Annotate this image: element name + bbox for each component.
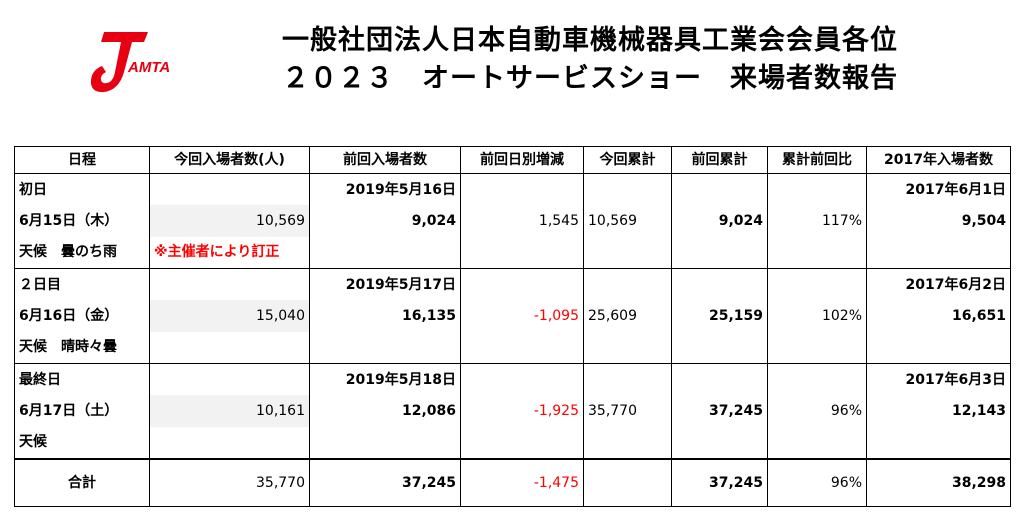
daily-diff: 1,545 — [460, 205, 584, 237]
prev-cumulative: 37,245 — [671, 395, 768, 427]
day-label: 初日 — [14, 173, 150, 206]
y2017-date: 2017年6月2日 — [866, 267, 1011, 301]
current-visitors: 15,040 — [149, 300, 310, 332]
jamta-logo: AMTA — [88, 20, 206, 100]
total-cumulative — [583, 457, 672, 507]
attendance-table: 日程 今回入場者数(人) 前回入場者数 前回日別増減 今回累計 前回累計 累計前… — [14, 146, 1011, 507]
day-date: 6月16日（金） — [14, 300, 150, 332]
prev-date: 2019年5月16日 — [309, 173, 461, 206]
total-prev-cumulative: 37,245 — [671, 457, 768, 507]
title-line-1: 一般社団法人日本自動車機械器具工業会会員各位 — [282, 25, 898, 56]
column-header: 前回累計 — [671, 146, 768, 174]
current-visitors: 10,569 — [149, 205, 310, 237]
table-row: ２日目 2019年5月17日 2017年6月2日 — [14, 267, 1011, 301]
table-row: 初日 2019年5月16日 2017年6月1日 — [14, 173, 1011, 206]
column-header: 今回累計 — [583, 146, 672, 174]
y2017-visitors: 9,504 — [866, 205, 1011, 237]
table-header-row: 日程 今回入場者数(人) 前回入場者数 前回日別増減 今回累計 前回累計 累計前… — [14, 146, 1011, 174]
day-weather: 天候 晴時々曇 — [14, 331, 150, 364]
daily-diff: -1,925 — [460, 395, 584, 427]
y2017-date: 2017年6月3日 — [866, 362, 1011, 396]
column-header: 前回入場者数 — [309, 146, 461, 174]
svg-text:AMTA: AMTA — [127, 59, 170, 76]
column-header: 今回入場者数(人) — [149, 146, 310, 174]
prev-visitors: 12,086 — [309, 395, 461, 427]
prev-cumulative: 25,159 — [671, 300, 768, 332]
prev-date: 2019年5月18日 — [309, 362, 461, 396]
current-cumulative: 10,569 — [583, 205, 672, 237]
total-prev: 37,245 — [309, 457, 461, 507]
total-row: 合計 35,770 37,245 -1,475 37,245 96% 38,29… — [14, 457, 1011, 507]
table-row: 天候 — [14, 426, 1011, 459]
total-y2017: 38,298 — [866, 457, 1011, 507]
prev-date: 2019年5月17日 — [309, 267, 461, 301]
total-label: 合計 — [14, 457, 150, 507]
table-row: 天候 晴時々曇 — [14, 331, 1011, 364]
total-current: 35,770 — [149, 457, 310, 507]
total-ratio: 96% — [767, 457, 867, 507]
cumulative-ratio: 102% — [767, 300, 867, 332]
day-label: ２日目 — [14, 267, 150, 301]
prev-visitors: 16,135 — [309, 300, 461, 332]
page-title: 一般社団法人日本自動車機械器具工業会会員各位 ２０２３ オートサービスショー 来… — [210, 22, 970, 98]
day-weather: 天候 曇のち雨 — [14, 236, 150, 269]
total-diff: -1,475 — [460, 457, 584, 507]
title-line-2: ２０２３ オートサービスショー 来場者数報告 — [282, 63, 898, 94]
day-label: 最終日 — [14, 362, 150, 396]
daily-diff: -1,095 — [460, 300, 584, 332]
day-date: 6月17日（土） — [14, 395, 150, 427]
table-row: 最終日 2019年5月18日 2017年6月3日 — [14, 362, 1011, 396]
y2017-date: 2017年6月1日 — [866, 173, 1011, 206]
table-row: 6月17日（土） 10,161 12,086 -1,925 35,770 37,… — [14, 395, 1011, 427]
column-header: 前回日別増減 — [460, 146, 584, 174]
column-header: 日程 — [14, 146, 150, 174]
cumulative-ratio: 117% — [767, 205, 867, 237]
table-row: 6月16日（金） 15,040 16,135 -1,095 25,609 25,… — [14, 300, 1011, 332]
correction-note: ※主催者により訂正 — [149, 236, 310, 269]
table-row: 天候 曇のち雨 ※主催者により訂正 — [14, 236, 1011, 269]
current-cumulative: 35,770 — [583, 395, 672, 427]
column-header: 2017年入場者数 — [866, 146, 1011, 174]
day-date: 6月15日（木） — [14, 205, 150, 237]
current-visitors: 10,161 — [149, 395, 310, 427]
day-weather: 天候 — [14, 426, 150, 459]
current-cumulative: 25,609 — [583, 300, 672, 332]
table-row: 6月15日（木） 10,569 9,024 1,545 10,569 9,024… — [14, 205, 1011, 237]
y2017-visitors: 12,143 — [866, 395, 1011, 427]
y2017-visitors: 16,651 — [866, 300, 1011, 332]
cumulative-ratio: 96% — [767, 395, 867, 427]
column-header: 累計前回比 — [767, 146, 867, 174]
prev-cumulative: 9,024 — [671, 205, 768, 237]
prev-visitors: 9,024 — [309, 205, 461, 237]
